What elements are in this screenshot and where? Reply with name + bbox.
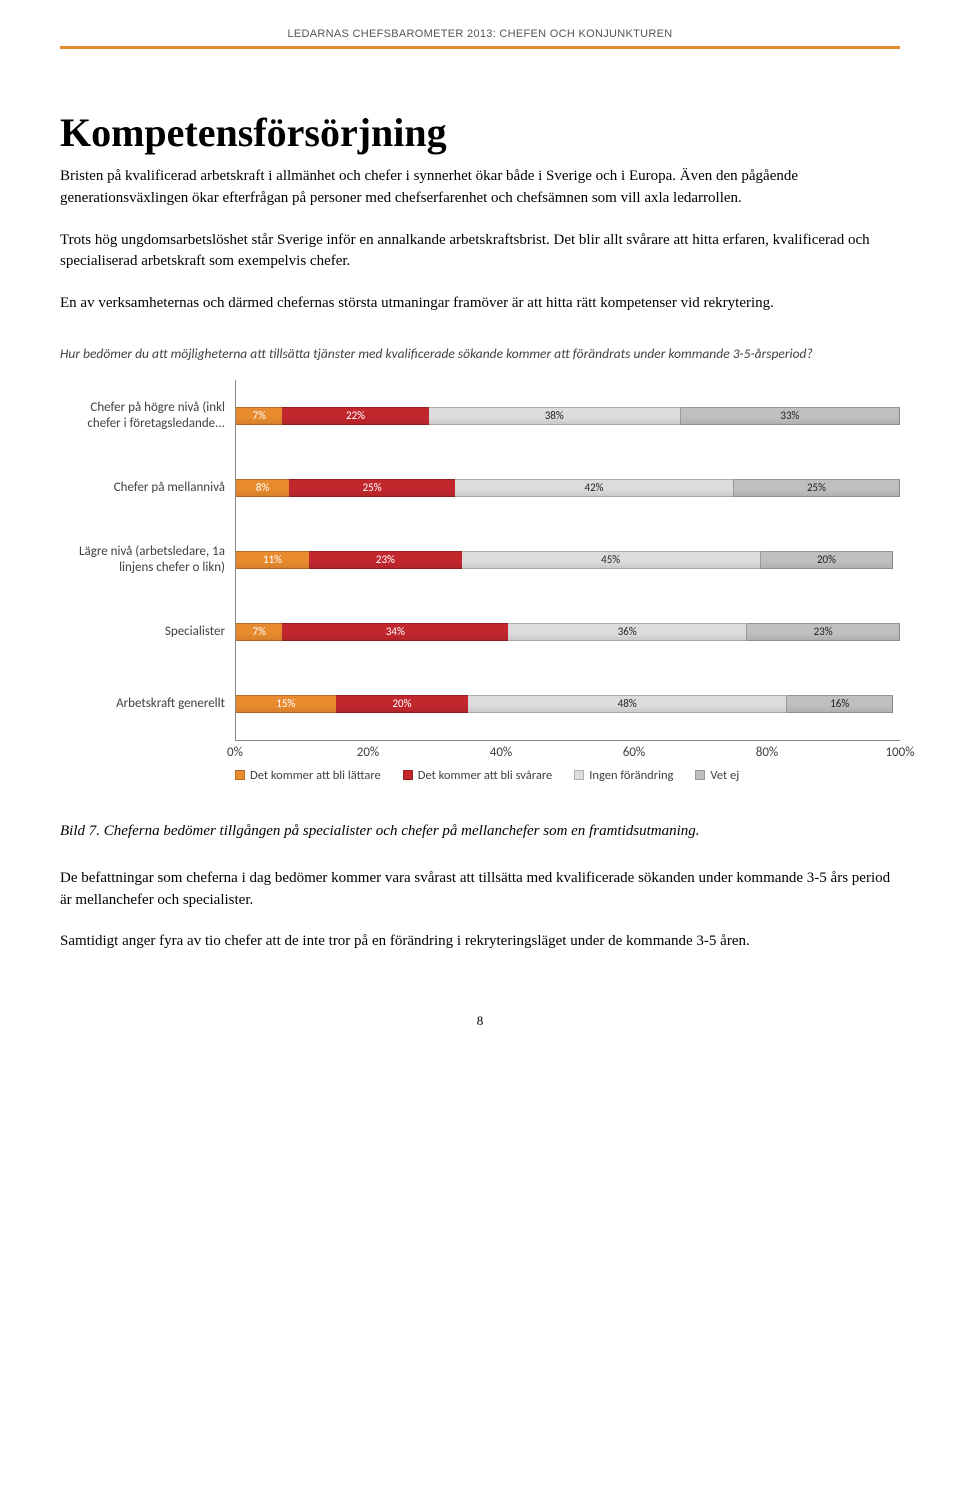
- chart-segment-label: 48%: [618, 697, 637, 710]
- chart-row: 11% 23% 45% 20%: [236, 524, 900, 596]
- chart-plot: 7% 22% 38% 33% 8% 25% 42% 25% 11% 23% 45% 20% 7% 34% 3…: [235, 380, 900, 740]
- chart-ylabel: Chefer på högre nivå (inkl chefer i före…: [60, 380, 235, 452]
- chart-segment: 23%: [309, 551, 462, 569]
- chart-segment-label: 34%: [386, 625, 405, 638]
- legend-swatch: [235, 770, 245, 780]
- legend-swatch: [574, 770, 584, 780]
- chart-segment-label: 25%: [807, 481, 826, 494]
- chart-xtick: 0%: [227, 745, 243, 760]
- paragraph-5: Samtidigt anger fyra av tio chefer att d…: [60, 931, 900, 953]
- chart-segment-label: 23%: [376, 553, 395, 566]
- chart-xtick: 60%: [623, 745, 645, 760]
- chart-segment-label: 42%: [585, 481, 604, 494]
- chart-row: 8% 25% 42% 25%: [236, 452, 900, 524]
- chart-segment: 25%: [289, 479, 455, 497]
- chart-segment: 20%: [336, 695, 469, 713]
- chart-area: Chefer på högre nivå (inkl chefer i före…: [60, 380, 900, 740]
- chart-segment: 48%: [468, 695, 787, 713]
- chart-segment: 34%: [282, 623, 508, 641]
- chart-segment-label: 23%: [814, 625, 833, 638]
- chart-segment-label: 11%: [263, 553, 282, 566]
- chart-segment-label: 16%: [830, 697, 849, 710]
- chart-segment-label: 7%: [253, 409, 266, 422]
- chart-segment: 38%: [429, 407, 681, 425]
- header-rule: [60, 46, 900, 49]
- chart-legend: Det kommer att bli lättare Det kommer att…: [235, 768, 900, 783]
- chart-segment: 36%: [508, 623, 747, 641]
- chart-segment-label: 45%: [601, 553, 620, 566]
- chart-row: 7% 22% 38% 33%: [236, 380, 900, 452]
- chart-segment: 25%: [734, 479, 900, 497]
- legend-swatch: [403, 770, 413, 780]
- chart-segment: 7%: [236, 407, 282, 425]
- chart-xtick: 100%: [885, 745, 914, 760]
- chart-row: 7% 34% 36% 23%: [236, 596, 900, 668]
- chart-segment: 11%: [236, 551, 309, 569]
- chart-segment-label: 15%: [276, 697, 295, 710]
- chart-segment-label: 22%: [346, 409, 365, 422]
- legend-label: Det kommer att bli svårare: [418, 768, 553, 783]
- chart-segment-label: 25%: [363, 481, 382, 494]
- legend-label: Det kommer att bli lättare: [250, 768, 381, 783]
- legend-item: Ingen förändring: [574, 768, 673, 783]
- chart-segment: 20%: [761, 551, 894, 569]
- chart-segment-label: 7%: [253, 625, 266, 638]
- paragraph-1: Bristen på kvalificerad arbetskraft i al…: [60, 166, 900, 210]
- chart-segment: 45%: [462, 551, 761, 569]
- chart-segment-label: 8%: [256, 481, 269, 494]
- chart-segment-label: 20%: [817, 553, 836, 566]
- chart-segment: 8%: [236, 479, 289, 497]
- chart-xtick: 80%: [756, 745, 778, 760]
- chart-xtick: 20%: [357, 745, 379, 760]
- chart-ylabel: Lägre nivå (arbetsledare, 1a linjens che…: [60, 524, 235, 596]
- chart-ylabel: Specialister: [60, 596, 235, 668]
- chart-xtick: 40%: [490, 745, 512, 760]
- chart-ylabel: Chefer på mellannivå: [60, 452, 235, 524]
- chart-segment-label: 38%: [545, 409, 564, 422]
- page-title: Kompetensförsörjning: [60, 109, 900, 156]
- chart-xaxis: 0%20%40%60%80%100%: [235, 740, 900, 768]
- legend-item: Det kommer att bli lättare: [235, 768, 381, 783]
- chart-row: 15% 20% 48% 16%: [236, 668, 900, 740]
- chart-segment-label: 36%: [618, 625, 637, 638]
- chart-segment: 42%: [455, 479, 734, 497]
- paragraph-2: Trots hög ungdomsarbetslöshet står Sveri…: [60, 230, 900, 274]
- chart-question: Hur bedömer du att möjligheterna att til…: [60, 345, 900, 362]
- legend-swatch: [695, 770, 705, 780]
- chart-segment: 33%: [681, 407, 900, 425]
- chart-segment-label: 33%: [780, 409, 799, 422]
- paragraph-3: En av verksamheternas och därmed chefern…: [60, 293, 900, 315]
- legend-label: Vet ej: [710, 768, 739, 783]
- chart-container: Hur bedömer du att möjligheterna att til…: [60, 345, 900, 783]
- legend-item: Vet ej: [695, 768, 739, 783]
- chart-segment: 23%: [747, 623, 900, 641]
- legend-label: Ingen förändring: [589, 768, 673, 783]
- paragraph-4: De befattningar som cheferna i dag bedöm…: [60, 868, 900, 912]
- figure-caption: Bild 7. Cheferna bedömer tillgången på s…: [60, 823, 900, 840]
- chart-ylabel: Arbetskraft generellt: [60, 668, 235, 740]
- chart-segment: 15%: [236, 695, 336, 713]
- chart-segment: 16%: [787, 695, 893, 713]
- page-header: LEDARNAS CHEFSBAROMETER 2013: CHEFEN OCH…: [60, 20, 900, 46]
- chart-segment-label: 20%: [392, 697, 411, 710]
- chart-ylabels: Chefer på högre nivå (inkl chefer i före…: [60, 380, 235, 740]
- legend-item: Det kommer att bli svårare: [403, 768, 553, 783]
- page-number: 8: [60, 1013, 900, 1029]
- chart-segment: 22%: [282, 407, 428, 425]
- chart-segment: 7%: [236, 623, 282, 641]
